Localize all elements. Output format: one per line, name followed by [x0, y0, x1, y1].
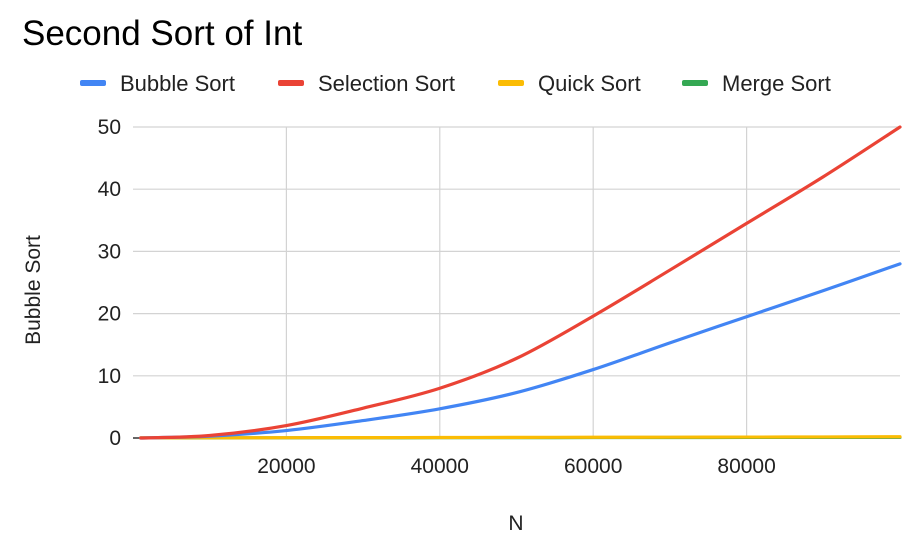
series-line-bubble-sort — [139, 262, 902, 440]
series-lines — [139, 125, 902, 440]
legend-item-quick-sort: Quick Sort — [498, 71, 641, 96]
legend-item-bubble-sort: Bubble Sort — [80, 71, 235, 96]
x-tick-label: 60000 — [564, 455, 622, 478]
legend-swatch — [498, 80, 524, 86]
x-tick-label: 80000 — [717, 455, 775, 478]
legend-label: Selection Sort — [318, 71, 455, 96]
series-line-selection-sort — [139, 125, 902, 440]
grid-lines — [133, 126, 900, 438]
y-tick-label: 40 — [98, 178, 121, 201]
y-axis-label: Bubble Sort — [22, 235, 45, 345]
legend-item-merge-sort: Merge Sort — [682, 71, 831, 96]
legend-swatch — [278, 80, 304, 86]
legend: Bubble Sort Selection Sort Quick Sort Merge… — [80, 71, 831, 96]
y-tick-label: 50 — [98, 116, 121, 139]
y-tick-label: 30 — [98, 240, 121, 263]
x-tick-label: 20000 — [257, 455, 315, 478]
x-axis-ticks: 20000 40000 60000 80000 — [257, 455, 776, 478]
legend-swatch — [682, 80, 708, 86]
y-tick-label: 20 — [98, 303, 121, 326]
chart-title: Second Sort of Int — [22, 14, 302, 53]
x-tick-label: 40000 — [411, 455, 469, 478]
legend-label: Merge Sort — [722, 71, 831, 96]
legend-label: Quick Sort — [538, 71, 641, 96]
legend-swatch — [80, 80, 106, 86]
legend-item-selection-sort: Selection Sort — [278, 71, 455, 96]
y-axis-ticks: 0 10 20 30 40 50 — [98, 116, 121, 450]
y-tick-label: 10 — [98, 365, 121, 388]
legend-label: Bubble Sort — [120, 71, 235, 96]
series-line-quick-sort — [139, 435, 902, 440]
y-tick-label: 0 — [109, 427, 121, 450]
x-axis-label: N — [508, 512, 523, 535]
